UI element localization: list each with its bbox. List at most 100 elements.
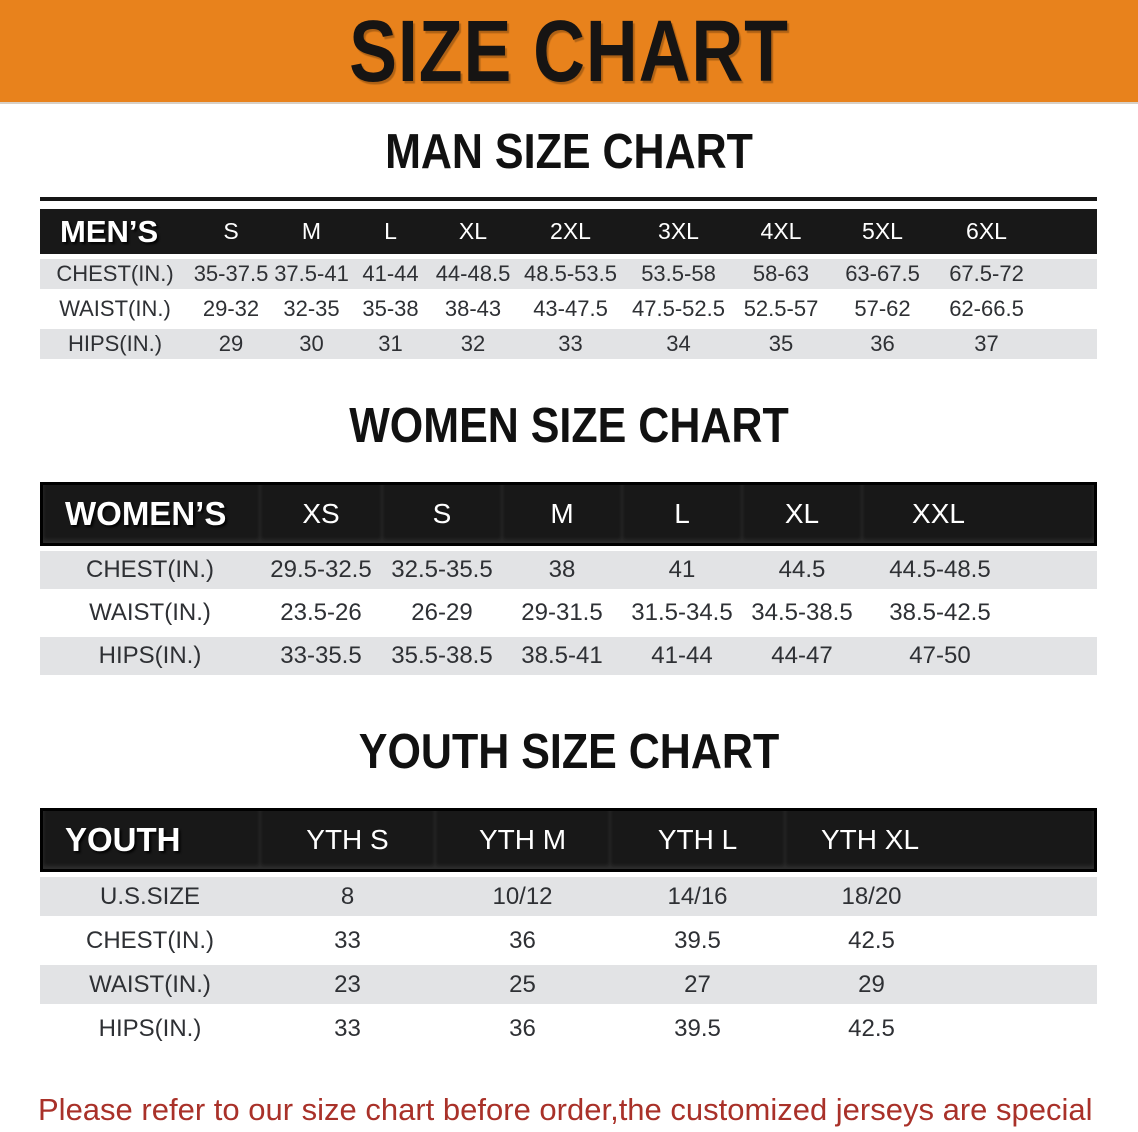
size-value-cell: 29-32: [202, 296, 260, 321]
women-size-section: WOMEN SIZE CHART WOMEN’S XS S M L XL XXL CHEST(…: [0, 398, 1138, 680]
size-value-cell: 32: [460, 331, 486, 356]
column-header: S: [382, 482, 502, 546]
size-value-cell: 34: [666, 331, 691, 356]
table-row: WAIST(IN.) 23.5-26 26-29 29-31.5 31.5-34.5 34…: [40, 594, 1097, 632]
size-value-cell: 37.5-41: [274, 261, 349, 286]
size-value-cell: 18/20: [841, 882, 902, 910]
size-value-cell: 44-48.5: [435, 261, 511, 286]
size-value-cell: 30: [299, 331, 324, 356]
column-header: S: [190, 209, 272, 254]
row-label: WAIST(IN.): [89, 599, 211, 626]
size-value-cell: 63-67.5: [845, 261, 920, 286]
size-value-cell: 32.5-35.5: [391, 556, 493, 583]
table-row: CHEST(IN.) 35-37.5 37.5-41 41-44 44-48.5 48.5…: [40, 259, 1097, 289]
size-value-cell: 10/12: [492, 882, 553, 910]
size-value-cell: 26-29: [411, 599, 473, 626]
man-table-top-rule: [40, 197, 1097, 201]
header-row: MEN’S S M L XL 2XL 3XL 4XL 5XL 6XL: [40, 209, 1097, 254]
youth-size-table-wrap: YOUTH YTH S YTH M YTH L YTH XL U.S.SIZE 8 10/12…: [40, 803, 1097, 1053]
size-value-cell: 37: [974, 331, 999, 356]
size-value-cell: 52.5-57: [743, 296, 819, 321]
size-value-cell: 48.5-53.5: [524, 261, 617, 286]
table-row: HIPS(IN.) 33 36 39.5 42.5: [40, 1009, 1097, 1048]
row-label: WAIST(IN.): [59, 296, 171, 321]
size-value-cell: 36: [870, 331, 895, 356]
column-header: 2XL: [516, 209, 625, 254]
banner-title: SIZE CHART: [349, 1, 789, 100]
header-row: WOMEN’S XS S M L XL XXL: [40, 482, 1097, 546]
column-header: M: [272, 209, 351, 254]
size-value-cell: 35: [768, 331, 794, 356]
size-value-cell: 47.5-52.5: [632, 296, 725, 321]
man-size-table-wrap: MEN’S S M L XL 2XL 3XL 4XL 5XL 6XL CHEST(IN.) 35-37…: [40, 197, 1097, 364]
size-value-cell: 58-63: [752, 261, 810, 286]
size-value-cell: 67.5-72: [949, 261, 1024, 286]
table-row: HIPS(IN.) 29 30 31 32 33 34 35 36 37: [40, 329, 1097, 359]
size-value-cell: 53.5-58: [641, 261, 716, 286]
column-header: YTH XL: [785, 808, 1097, 872]
size-value-cell: 29: [218, 331, 244, 356]
size-value-cell: 47-50: [909, 642, 971, 669]
size-value-cell: 41-44: [362, 261, 419, 286]
row-label: CHEST(IN.): [86, 926, 214, 954]
row-label: CHEST(IN.): [86, 556, 214, 583]
size-value-cell: 29: [858, 970, 885, 998]
size-value-cell: 36: [509, 1014, 536, 1042]
size-value-cell: 23: [334, 970, 361, 998]
size-value-cell: 27: [684, 970, 711, 998]
column-header: L: [351, 209, 430, 254]
size-value-cell: 39.5: [674, 926, 721, 954]
size-value-cell: 14/16: [667, 882, 728, 910]
table-row: CHEST(IN.) 33 36 39.5 42.5: [40, 921, 1097, 960]
size-value-cell: 33: [334, 1014, 361, 1042]
size-value-cell: 34.5-38.5: [751, 599, 853, 626]
size-value-cell: 33: [558, 331, 583, 356]
size-value-cell: 42.5: [848, 1014, 895, 1042]
size-value-cell: 44.5: [778, 556, 826, 583]
size-value-cell: 57-62: [854, 296, 911, 321]
size-value-cell: 38-43: [444, 296, 502, 321]
youth-size-table: YOUTH YTH S YTH M YTH L YTH XL U.S.SIZE 8 10/12…: [40, 803, 1097, 1053]
column-header: XL: [742, 482, 862, 546]
man-section-heading: MAN SIZE CHART: [385, 124, 753, 180]
column-header: XS: [260, 482, 382, 546]
size-value-cell: 31: [378, 331, 403, 356]
size-value-cell: 25: [509, 970, 536, 998]
header-row: YOUTH YTH S YTH M YTH L YTH XL: [40, 808, 1097, 872]
size-value-cell: 36: [509, 926, 536, 954]
man-size-section: MAN SIZE CHART MEN’S S M L XL 2XL 3XL 4XL 5XL 6XL…: [0, 124, 1138, 364]
women-section-heading: WOMEN SIZE CHART: [349, 398, 789, 454]
size-value-cell: 35-37.5: [193, 261, 269, 286]
size-value-cell: 8: [340, 882, 355, 910]
size-value-cell: 29.5-32.5: [270, 556, 372, 583]
size-value-cell: 38.5-41: [521, 642, 603, 669]
row-label: WAIST(IN.): [89, 970, 211, 998]
size-value-cell: 38.5-42.5: [889, 599, 991, 626]
size-value-cell: 35.5-38.5: [391, 642, 493, 669]
size-value-cell: 39.5: [674, 1014, 721, 1042]
women-size-table: WOMEN’S XS S M L XL XXL CHEST(IN.) 29.5-32.5 32.5…: [40, 477, 1097, 680]
man-size-table: MEN’S S M L XL 2XL 3XL 4XL 5XL 6XL CHEST(IN.) 35-37…: [40, 204, 1097, 364]
row-label: CHEST(IN.): [56, 261, 174, 286]
size-value-cell: 42.5: [848, 926, 895, 954]
row-label: HIPS(IN.): [67, 331, 163, 356]
youth-size-section: YOUTH SIZE CHART YOUTH YTH S YTH M YTH L YTH…: [0, 724, 1138, 1053]
size-chart-banner: SIZE CHART: [0, 0, 1138, 104]
size-value-cell: 38: [548, 556, 576, 583]
column-header: XXL: [862, 482, 1097, 546]
column-header: YTH M: [435, 808, 610, 872]
table-header-label: MEN’S: [40, 209, 190, 254]
table-header-label: WOMEN’S: [40, 482, 260, 546]
size-value-cell: 62-66.5: [949, 296, 1024, 321]
column-header: XL: [430, 209, 516, 254]
row-label: HIPS(IN.): [98, 642, 202, 669]
table-header-label: YOUTH: [40, 808, 260, 872]
column-header: YTH S: [260, 808, 435, 872]
size-value-cell: 35-38: [362, 296, 419, 321]
size-value-cell: 43-47.5: [533, 296, 608, 321]
women-size-table-wrap: WOMEN’S XS S M L XL XXL CHEST(IN.) 29.5-32.5 32.5…: [40, 477, 1097, 680]
size-value-cell: 31.5-34.5: [631, 599, 733, 626]
table-row: WAIST(IN.) 29-32 32-35 35-38 38-43 43-47.5 47.…: [40, 294, 1097, 324]
youth-section-heading: YOUTH SIZE CHART: [358, 724, 780, 780]
